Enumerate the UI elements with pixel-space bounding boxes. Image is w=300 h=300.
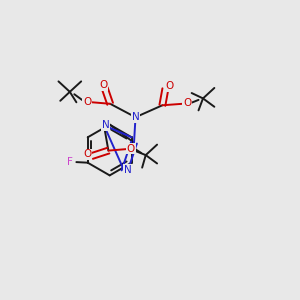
Text: O: O — [127, 143, 135, 154]
Text: O: O — [183, 98, 191, 108]
Text: N: N — [101, 120, 109, 130]
Text: O: O — [83, 149, 92, 160]
Text: N: N — [124, 165, 131, 175]
Text: N: N — [132, 112, 140, 122]
Text: F: F — [67, 157, 73, 167]
Text: O: O — [99, 80, 107, 90]
Text: O: O — [166, 82, 174, 92]
Text: O: O — [83, 97, 91, 107]
